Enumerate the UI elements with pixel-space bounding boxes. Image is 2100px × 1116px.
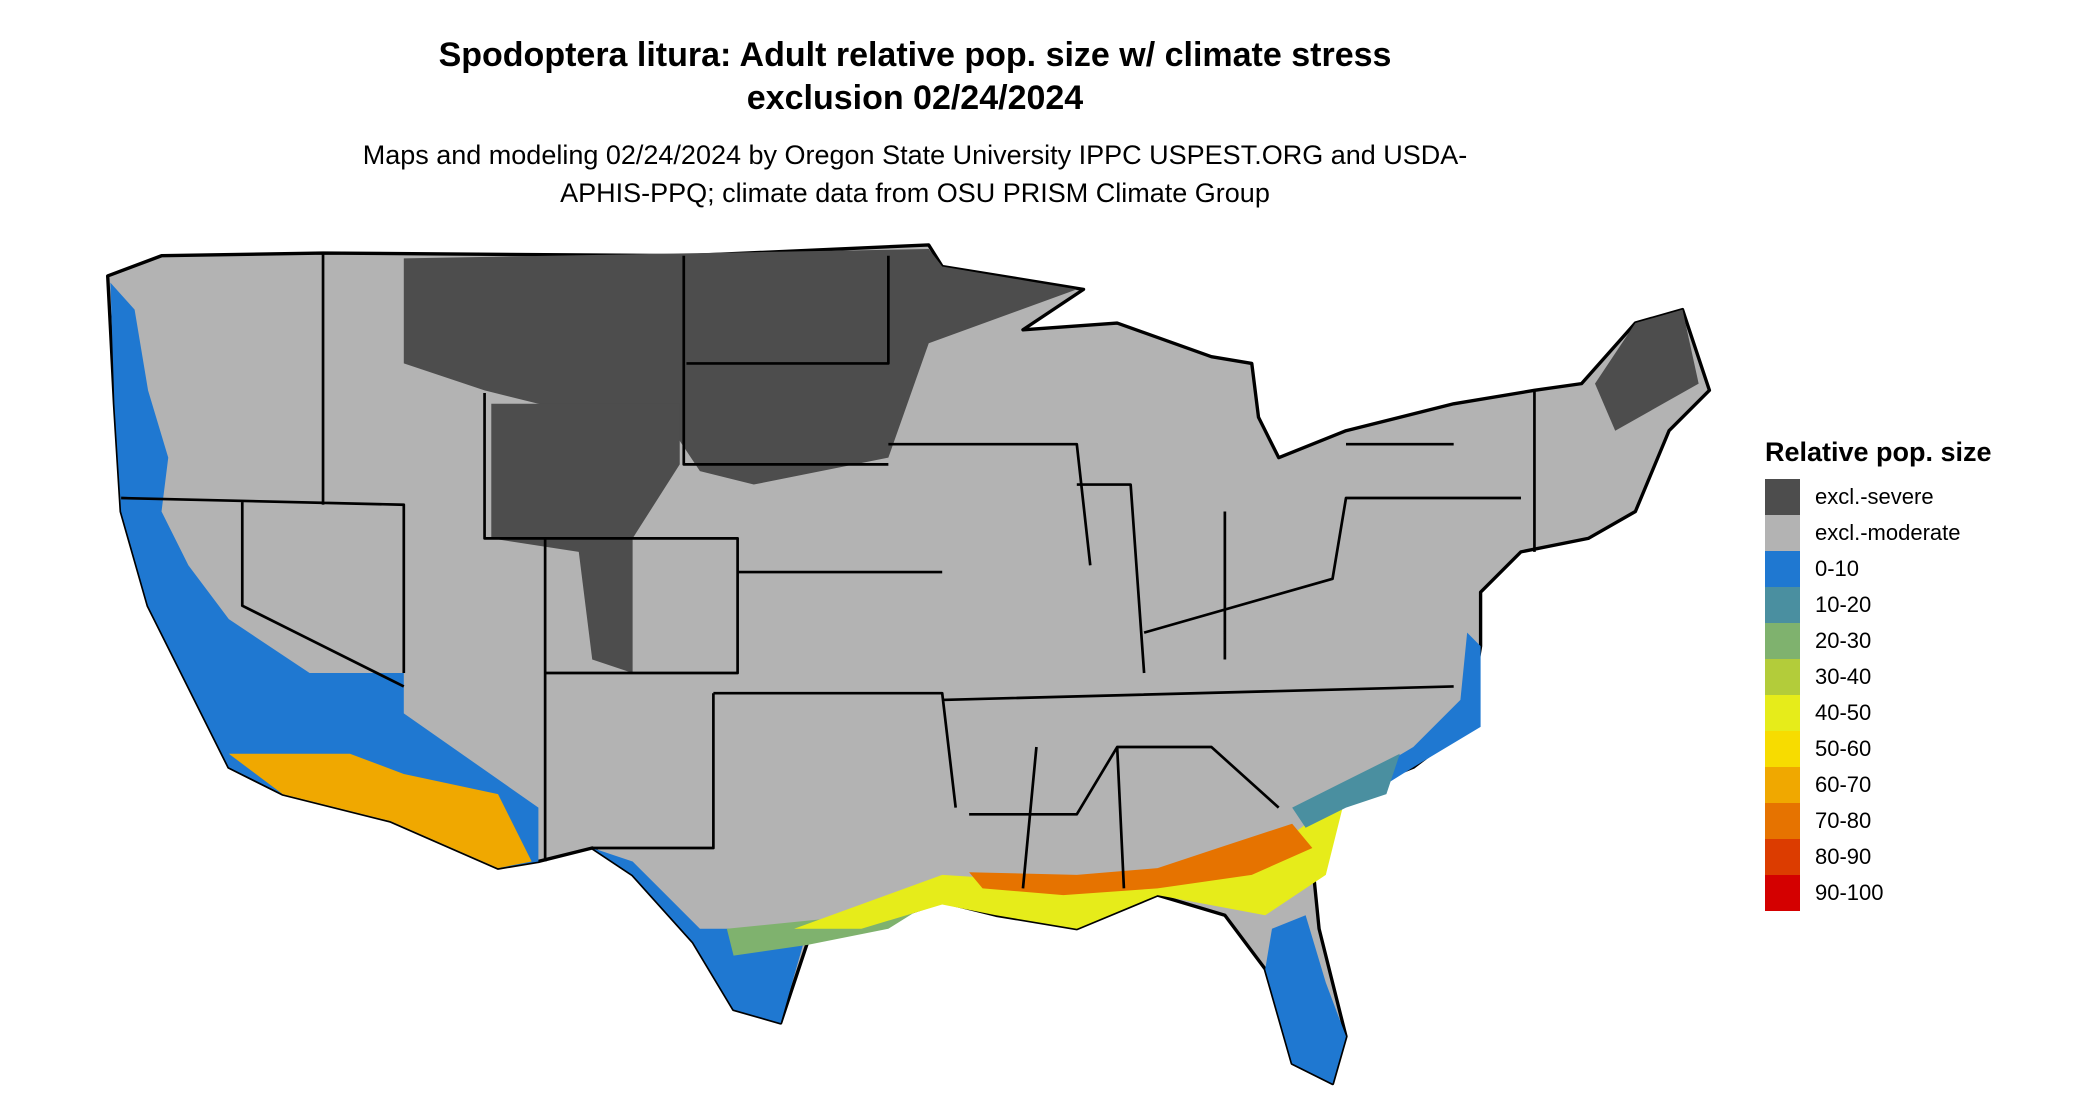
gulf-blue [592,847,808,1023]
legend-swatch [1765,659,1800,695]
legend-swatch [1765,803,1800,839]
legend-item: 60-70 [1765,767,1961,803]
legend-item: 0-10 [1765,551,1961,587]
legend-item: excl.-severe [1765,479,1961,515]
gulf-orange [969,823,1313,896]
legend-title: Relative pop. size [1765,437,1992,467]
legend-label: 10-20 [1815,592,1872,617]
gulf-yellow [794,794,1346,929]
legend-label: 80-90 [1815,844,1872,869]
legend-label: 30-40 [1815,664,1872,689]
atlantic-teal [1292,753,1400,828]
state-lines [121,253,1536,889]
legend-item: 20-30 [1765,623,1961,659]
west-coast-blue [110,282,539,869]
legend-label: 20-30 [1815,628,1872,653]
legend: excl.-severe excl.-moderate 0-10 10-20 20-30… [1765,479,1961,911]
legend-label: 70-80 [1815,808,1872,833]
legend-swatch [1765,587,1800,623]
subtitle: Maps and modeling 02/24/2024 by Oregon S… [362,140,1468,208]
legend-label: 0-10 [1815,556,1860,581]
legend-label: 40-50 [1815,700,1872,725]
florida-blue [1265,915,1346,1084]
legend-item: 70-80 [1765,803,1961,839]
title: Spodoptera litura: Adult relative pop. s… [438,36,1392,117]
legend-swatch [1765,731,1800,767]
legend-label: excl.-moderate [1815,520,1961,545]
legend-swatch [1765,515,1800,551]
legend-swatch [1765,875,1800,911]
legend-item: 50-60 [1765,731,1961,767]
legend-item: 40-50 [1765,695,1961,731]
legend-item: excl.-moderate [1765,515,1961,551]
legend-item: 30-40 [1765,659,1961,695]
legend-swatch [1765,623,1800,659]
legend-swatch [1765,767,1800,803]
legend-item: 90-100 [1765,875,1961,911]
legend-label: 50-60 [1815,736,1872,761]
legend-item: 80-90 [1765,839,1961,875]
severe-maine [1595,309,1699,431]
legend-item: 10-20 [1765,587,1961,623]
legend-label: excl.-severe [1815,484,1934,509]
legend-swatch [1765,551,1800,587]
legend-swatch [1765,695,1800,731]
legend-swatch [1765,839,1800,875]
severe-north [403,249,1077,485]
legend-label: 90-100 [1815,880,1884,905]
legend-label: 60-70 [1815,772,1872,797]
southwest-warm [228,753,532,869]
legend-swatch [1765,479,1800,515]
map [105,243,1712,1086]
